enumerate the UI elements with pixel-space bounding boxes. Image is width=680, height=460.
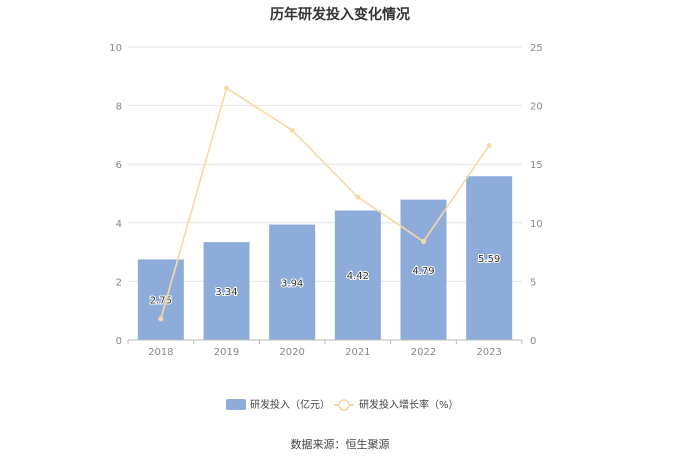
- left-tick-label: 8: [116, 102, 122, 113]
- x-tick-label: 2019: [214, 347, 239, 358]
- chart-title: 历年研发投入变化情况: [270, 7, 410, 23]
- x-tick-label: 2018: [148, 347, 173, 358]
- legend-bar-swatch: [226, 399, 246, 410]
- bar[interactable]: [400, 199, 447, 340]
- bar[interactable]: [203, 242, 250, 340]
- x-tick-label: 2021: [345, 347, 370, 358]
- legend-line-marker: [338, 399, 350, 411]
- right-tick-label: 20: [530, 102, 543, 113]
- legend[interactable]: 研发投入（亿元） 研发投入增长率（%）: [226, 398, 459, 411]
- bar[interactable]: [137, 259, 184, 340]
- left-tick-label: 6: [116, 160, 122, 171]
- bar-value-label: 5.59: [478, 254, 500, 265]
- line-point[interactable]: [486, 142, 492, 148]
- bar-value-label: 4.42: [347, 271, 369, 282]
- bar-value-label: 3.34: [215, 287, 237, 298]
- grid-lines: [128, 46, 522, 341]
- left-y-axis: 0 2 4 6 8 10: [109, 43, 122, 347]
- bar[interactable]: [466, 176, 513, 340]
- x-tick-label: 2020: [279, 347, 304, 358]
- line-series: [158, 85, 492, 322]
- right-tick-label: 25: [530, 43, 543, 54]
- bar[interactable]: [334, 210, 381, 340]
- x-tick-label: 2023: [476, 347, 501, 358]
- right-tick-label: 15: [530, 160, 543, 171]
- legend-line-label: 研发投入增长率（%）: [359, 398, 459, 411]
- right-tick-label: 10: [530, 219, 543, 230]
- line-point[interactable]: [355, 194, 361, 200]
- line-point[interactable]: [224, 85, 229, 91]
- legend-bar-label: 研发投入（亿元）: [250, 398, 330, 411]
- x-axis: 2018 2019 2020 2021 2022 2023: [127, 339, 523, 358]
- line-point[interactable]: [421, 239, 426, 245]
- left-tick-label: 0: [116, 336, 122, 347]
- line-point[interactable]: [289, 127, 295, 133]
- line-point[interactable]: [158, 316, 164, 322]
- right-tick-label: 0: [530, 336, 536, 347]
- left-tick-label: 2: [116, 277, 122, 288]
- left-tick-label: 10: [109, 43, 122, 54]
- bar[interactable]: [269, 224, 316, 340]
- bar-value-label: 2.75: [150, 296, 172, 307]
- right-tick-label: 5: [530, 277, 536, 288]
- bar-value-label: 3.94: [281, 278, 303, 289]
- right-y-axis: 0 5 10 15 20 25: [530, 43, 543, 347]
- x-tick-label: 2022: [411, 347, 436, 358]
- left-tick-label: 4: [116, 219, 122, 230]
- bar-value-label: 4.79: [412, 266, 434, 277]
- bar-series: 2.75 3.34 3.94 4.42 4.79 5.59: [137, 176, 513, 340]
- legend-item-bar[interactable]: 研发投入（亿元）: [226, 398, 330, 411]
- source-note: 数据来源：恒生聚源: [290, 438, 390, 451]
- growth-line: [160, 86, 490, 320]
- legend-item-line[interactable]: 研发投入增长率（%）: [334, 398, 459, 411]
